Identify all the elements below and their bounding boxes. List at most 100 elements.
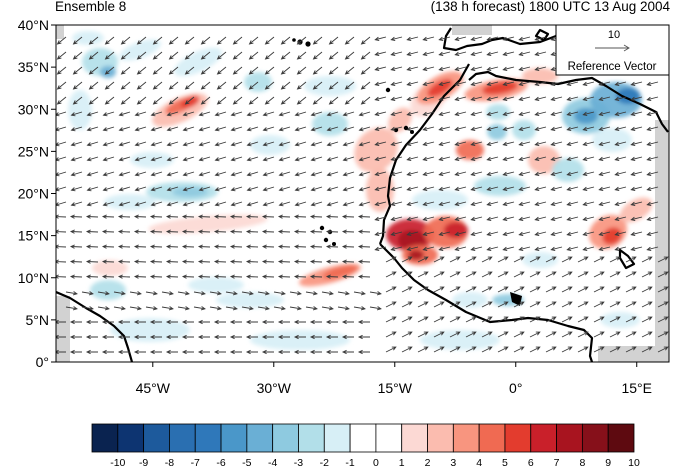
wind-vector xyxy=(614,186,627,191)
wind-vector xyxy=(598,141,611,146)
colorbar-tick-label: -2 xyxy=(320,457,329,469)
wind-vector xyxy=(360,51,371,60)
wind-vector xyxy=(449,301,461,308)
wind-vector xyxy=(390,36,403,41)
wind-vector xyxy=(136,36,147,45)
wind-vector xyxy=(229,214,243,219)
anomaly-patch xyxy=(427,79,453,97)
wind-vector xyxy=(470,96,483,101)
colorbar-swatch xyxy=(401,423,428,453)
wind-vector xyxy=(550,111,563,116)
missing-patch-e xyxy=(655,120,669,350)
wind-vector xyxy=(593,331,605,338)
wind-vector xyxy=(609,271,621,278)
wind-vector xyxy=(401,256,413,263)
wind-vector xyxy=(534,96,547,101)
wind-vector xyxy=(641,346,653,353)
wind-vector xyxy=(326,201,339,207)
wind-vector xyxy=(470,201,483,206)
wind-vector xyxy=(422,81,435,86)
wind-vector xyxy=(200,36,211,45)
wind-vector xyxy=(209,306,222,311)
wind-vector xyxy=(582,111,595,116)
wind-vector xyxy=(289,306,302,311)
wind-vector xyxy=(646,231,659,236)
wind-vector xyxy=(72,81,83,90)
forecast-time-title: (138 h forecast) 1800 UTC 13 Aug 2004 xyxy=(430,0,670,14)
wind-vector xyxy=(486,66,499,71)
wind-vector xyxy=(134,156,147,162)
wind-vector xyxy=(582,231,595,236)
wind-vector xyxy=(213,229,227,234)
anomaly-patch xyxy=(172,187,208,197)
wind-vector xyxy=(56,334,66,340)
island-balearic xyxy=(534,28,550,42)
coastline-iberia xyxy=(442,27,561,52)
wind-vector xyxy=(401,301,413,308)
wind-vector xyxy=(104,81,115,90)
wind-vector xyxy=(357,349,370,355)
wind-vector xyxy=(550,216,563,221)
anomaly-patch xyxy=(92,260,128,276)
wind-vector xyxy=(209,291,222,296)
anomaly-patch xyxy=(456,140,484,160)
wind-vector xyxy=(310,156,323,162)
wind-vector xyxy=(200,96,211,105)
wind-vector xyxy=(374,81,387,86)
wind-vector xyxy=(150,156,163,162)
wind-vector xyxy=(481,271,493,278)
wind-vector xyxy=(534,51,547,56)
wind-vector xyxy=(358,171,371,177)
wind-vector xyxy=(232,96,243,105)
wind-vector xyxy=(262,111,275,117)
wind-vector xyxy=(216,36,227,45)
wind-vector xyxy=(486,201,499,206)
wind-vector xyxy=(646,126,659,131)
lat-label: 15°N xyxy=(18,228,49,244)
wind-vector xyxy=(118,141,131,147)
wind-vector xyxy=(246,156,259,162)
wind-vector xyxy=(614,156,627,161)
anomaly-patch xyxy=(188,277,244,293)
wind-vector xyxy=(229,274,243,279)
wind-vector xyxy=(582,186,595,191)
colorbar-swatch xyxy=(530,423,557,453)
colorbar-swatch xyxy=(194,423,222,453)
wind-vector xyxy=(181,349,194,355)
wind-vector xyxy=(296,96,307,105)
wind-vector xyxy=(438,186,451,191)
wind-vector xyxy=(326,156,339,162)
wind-vector xyxy=(646,216,659,221)
wind-vector xyxy=(390,216,403,221)
wind-vector xyxy=(438,96,451,101)
wind-vector xyxy=(104,66,115,75)
wind-vector xyxy=(545,286,557,293)
wind-vector xyxy=(166,141,179,147)
wind-vector xyxy=(56,81,67,90)
wind-vector xyxy=(406,51,419,56)
wind-vector xyxy=(454,201,467,206)
wind-vector xyxy=(133,244,147,249)
wind-vector xyxy=(230,111,243,117)
wind-vector xyxy=(646,141,659,146)
wind-vector xyxy=(598,126,611,131)
wind-vector xyxy=(149,274,163,279)
wind-vector xyxy=(280,36,291,45)
wind-vector xyxy=(513,271,525,278)
colorbar-swatch xyxy=(220,423,248,453)
wind-vector xyxy=(385,316,397,323)
wind-vector xyxy=(325,274,339,279)
wind-vector xyxy=(296,36,307,45)
colorbar-tick-label: 6 xyxy=(528,457,534,469)
wind-vector xyxy=(545,346,557,353)
wind-vector xyxy=(85,259,99,264)
wind-vector xyxy=(561,256,573,263)
wind-vector xyxy=(566,231,579,236)
wind-vector xyxy=(614,81,627,86)
wind-vector xyxy=(401,346,413,353)
wind-vector xyxy=(566,156,579,161)
wind-vector xyxy=(465,346,477,353)
wind-vector xyxy=(325,214,339,219)
wind-vector xyxy=(470,111,483,116)
colorbar-swatch xyxy=(556,423,583,453)
